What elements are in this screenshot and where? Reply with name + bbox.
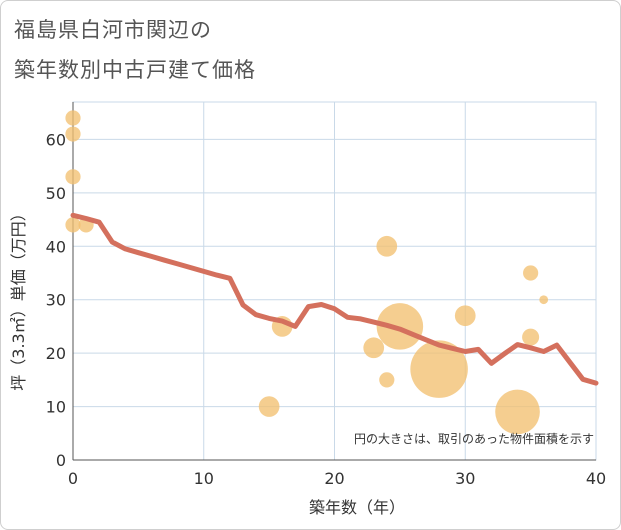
y-tick-label: 0 [56, 451, 66, 470]
data-bubble [376, 303, 424, 350]
x-axis-label: 築年数（年） [309, 498, 405, 517]
chart-title-line1: 福島県白河市関辺の [14, 18, 212, 42]
data-bubble [539, 295, 549, 305]
x-tick-label: 40 [586, 469, 606, 488]
data-bubble [65, 169, 81, 185]
tick-layer: 0 10 20 30 40 50 60 0 10 20 30 40 [46, 130, 607, 488]
data-bubble [363, 337, 385, 359]
note-text: 円の大きさは、取引のあった物件面積を示す [354, 431, 594, 446]
data-bubble [495, 389, 540, 435]
data-bubble [410, 340, 468, 398]
bubble-layer [65, 110, 549, 435]
data-bubble [65, 217, 81, 233]
y-tick-label: 50 [46, 184, 66, 203]
data-bubble [65, 126, 81, 142]
x-tick-label: 10 [194, 469, 214, 488]
data-bubble [523, 265, 539, 281]
x-tick-label: 20 [324, 469, 344, 488]
chart-title-line2: 築年数別中古戸建て価格 [14, 58, 256, 82]
y-axis-label: 坪（3.3㎡）単価（万円） [9, 205, 28, 390]
x-tick-label: 0 [68, 469, 78, 488]
data-bubble [258, 396, 280, 417]
trend-layer [70, 212, 599, 386]
data-bubble [379, 372, 395, 388]
y-tick-label: 40 [46, 237, 66, 256]
data-bubble [522, 328, 540, 346]
data-bubble [454, 305, 476, 327]
data-bubble [65, 110, 81, 126]
trend-line [70, 212, 599, 386]
x-tick-label: 30 [455, 469, 475, 488]
y-tick-label: 20 [46, 344, 66, 363]
y-tick-label: 10 [46, 398, 66, 417]
y-tick-label: 30 [46, 291, 66, 310]
y-tick-label: 60 [46, 130, 66, 149]
data-bubble [376, 235, 398, 257]
